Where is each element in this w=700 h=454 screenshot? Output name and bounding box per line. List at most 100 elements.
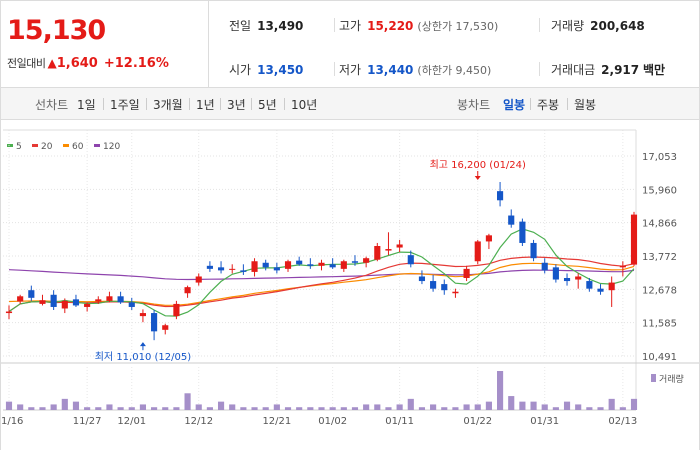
- candle-body: [441, 284, 448, 291]
- volume-bar: [340, 407, 347, 410]
- candle-body: [61, 300, 68, 309]
- candle-chart-label: 봉차트: [457, 98, 491, 112]
- candle-body: [619, 265, 626, 268]
- candle-body: [474, 241, 481, 262]
- volume-bar: [586, 407, 593, 410]
- volume-bar: [128, 407, 135, 410]
- x-tick-label: 11/16: [1, 416, 23, 427]
- candle-body: [39, 300, 46, 304]
- candle-body: [139, 313, 146, 317]
- range-3m[interactable]: 3개월: [153, 98, 183, 112]
- volume-bar: [117, 407, 124, 410]
- volume-bar: [318, 407, 325, 410]
- ma-line-5: [8, 228, 635, 317]
- volume-bar: [563, 401, 571, 410]
- candle-body: [586, 281, 593, 289]
- up-arrow-icon: ▲: [47, 56, 57, 70]
- candle-monthly[interactable]: 월봉: [574, 98, 597, 112]
- candle-body: [72, 299, 80, 306]
- x-tick-label: 11/27: [73, 416, 102, 427]
- legend-label-5: 5: [16, 142, 22, 152]
- volume-bar: [329, 407, 336, 410]
- volume-legend-label: 거래량: [659, 373, 684, 385]
- candle-body: [151, 313, 158, 332]
- candle-body: [430, 281, 437, 289]
- candle-body: [162, 325, 169, 330]
- x-tick-label: 12/01: [117, 416, 146, 427]
- x-tick-label: 01/11: [385, 416, 414, 427]
- up-arrow-icon: [139, 342, 146, 347]
- volume-bar: [508, 396, 515, 410]
- volume-bar: [541, 404, 548, 410]
- volume-bar: [307, 407, 314, 410]
- candle-body: [128, 302, 135, 307]
- volume-bar: [28, 407, 35, 410]
- candle-body: [396, 244, 403, 248]
- candle-body: [251, 261, 258, 272]
- volume-bar: [106, 404, 113, 410]
- volume-bar: [552, 407, 559, 410]
- volume-bar: [351, 407, 359, 410]
- volume-bar: [173, 407, 180, 410]
- y-tick-label: 13,772: [642, 252, 677, 263]
- range-1d[interactable]: 1일: [77, 98, 96, 112]
- range-5y[interactable]: 5년: [258, 98, 277, 112]
- volume-bar: [240, 407, 247, 410]
- trade-amount: 거래대금 2,917 백만: [551, 63, 666, 77]
- volume-bar: [619, 407, 626, 410]
- candle-body: [630, 214, 638, 265]
- candle-body: [452, 291, 459, 294]
- volume-bar: [418, 407, 426, 410]
- candle-body: [351, 261, 359, 263]
- legend-label-20: 20: [41, 142, 53, 152]
- volume-bar: [284, 407, 292, 410]
- candle-body: [363, 258, 370, 263]
- volume-bar: [497, 371, 504, 410]
- candle-body: [597, 288, 604, 292]
- ma-line-120: [8, 269, 635, 281]
- range-10y[interactable]: 10년: [291, 98, 318, 112]
- high-annotation: 최고 16,200 (01/24): [430, 159, 526, 171]
- change-row: 전일대비 ▲1,640 +12.16%: [7, 55, 169, 71]
- candle-body: [273, 267, 280, 271]
- prev-close: 전일 13,490: [229, 19, 304, 33]
- candle-body: [374, 246, 381, 260]
- range-1y[interactable]: 1년: [196, 98, 215, 112]
- candle-body: [552, 267, 559, 280]
- legend-label-120: 120: [103, 142, 120, 152]
- volume-bar: [251, 407, 258, 410]
- candle-body: [17, 296, 24, 302]
- range-3y[interactable]: 3년: [227, 98, 246, 112]
- change-label: 전일대비: [7, 57, 46, 70]
- volume-bar: [597, 407, 604, 410]
- volume-bar: [630, 398, 638, 410]
- y-tick-label: 14,866: [642, 219, 677, 230]
- volume-bar: [217, 401, 225, 410]
- volume-bar: [17, 404, 24, 410]
- range-1w[interactable]: 1주일: [110, 98, 140, 112]
- candle-body: [50, 294, 57, 307]
- candle-daily[interactable]: 일봉: [503, 98, 526, 112]
- volume-bar: [296, 407, 303, 410]
- volume-bar: [385, 407, 392, 410]
- volume-bar: [151, 407, 158, 410]
- low-price: 저가 13,440 (하한가 9,450): [339, 63, 492, 77]
- chart-area: 5 20 60 120 17,053 15,960 14,866 13,772 12,678 11…: [0, 120, 700, 450]
- y-tick-label: 15,960: [642, 185, 677, 196]
- volume-bar: [95, 407, 102, 410]
- candle-body: [117, 296, 124, 303]
- volume-bar: [139, 404, 146, 410]
- volume-bar: [608, 398, 615, 410]
- candle-body: [508, 215, 515, 225]
- volume-bar: [206, 407, 213, 410]
- volume-bar: [229, 404, 236, 410]
- chart-toolbar: 선차트 1일 1주일 3개월 1년 3년 5년 10년 봉차트 일봉 주봉 월봉: [0, 88, 700, 120]
- candle-weekly[interactable]: 주봉: [537, 98, 560, 112]
- volume-bar: [84, 407, 91, 410]
- candle-body: [418, 276, 426, 282]
- candle-body: [541, 262, 548, 271]
- candle-body: [530, 242, 537, 259]
- low-annotation: 최저 11,010 (12/05): [95, 351, 191, 363]
- legend-swatch-120: [94, 144, 100, 147]
- candle-body: [195, 276, 202, 283]
